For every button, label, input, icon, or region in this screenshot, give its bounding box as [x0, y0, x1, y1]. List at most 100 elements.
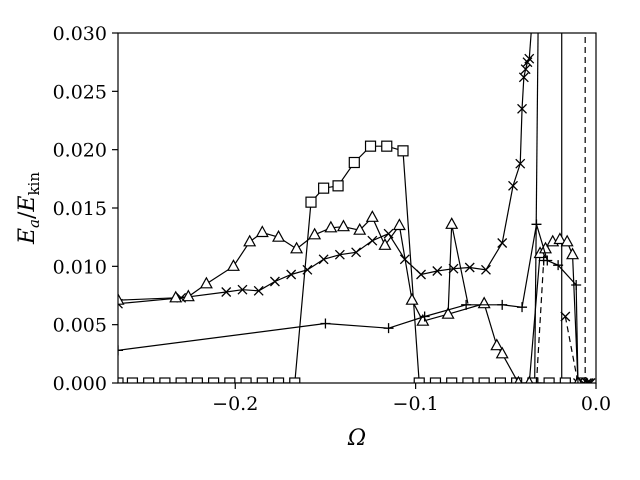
series-x-point	[269, 276, 280, 287]
series-x-tail-point	[585, 378, 596, 383]
series-plus-point	[383, 323, 394, 334]
series-square-point	[159, 377, 171, 383]
series-square-line	[118, 145, 582, 383]
y-label-sub-kin: kin	[25, 172, 43, 196]
series-x-extra-line	[528, 33, 532, 59]
series-square-point	[318, 182, 330, 194]
series-square-point	[462, 377, 474, 383]
series-triangle-point	[416, 313, 430, 326]
series-triangle	[118, 210, 582, 383]
series-x-point	[302, 264, 313, 275]
y-tick-label: 0.005	[53, 315, 107, 337]
series-plus	[118, 219, 582, 383]
y-label-main: E	[15, 228, 40, 245]
series-square-point	[191, 377, 203, 383]
series-x-tail-point	[583, 378, 594, 383]
series-square-point	[143, 377, 155, 383]
series-x-point	[481, 264, 491, 275]
series-x-point	[318, 254, 329, 265]
series-triangle-point	[566, 247, 580, 260]
series-x-point	[351, 247, 362, 258]
series-square-extra-line	[534, 33, 539, 383]
series-x-point	[517, 103, 528, 114]
y-axis-label: Ea/Ekin	[15, 172, 43, 245]
series-x-point	[497, 238, 508, 248]
series-triangle-point	[392, 218, 406, 231]
series-square-point	[446, 377, 458, 383]
y-label-main2: E	[15, 196, 40, 213]
series-triangle-point	[118, 292, 125, 305]
series-square-point	[272, 377, 285, 383]
y-tick-label: 0.015	[53, 198, 107, 220]
y-label-sub-a: a	[25, 219, 43, 228]
series-square-point	[478, 377, 490, 383]
series-plus-point	[531, 219, 542, 230]
y-axis: 0.000 0.005 0.010 0.015 0.020 0.025 0.030	[53, 23, 118, 395]
series-square-point	[494, 377, 506, 383]
series-plus-point	[517, 302, 528, 313]
series-square-point	[332, 180, 344, 192]
series-triangle-point	[181, 289, 195, 302]
series-square-point	[256, 377, 268, 383]
series-plus-tail-point	[531, 378, 542, 383]
series-triangle-point	[445, 217, 459, 229]
series-plus-point	[461, 299, 472, 310]
series-square-point	[429, 377, 442, 383]
x-tick-label: −0.1	[393, 393, 439, 415]
series-x-point	[518, 72, 529, 83]
series-triangle-point	[272, 229, 286, 242]
series-square-point	[559, 377, 571, 383]
series-square	[118, 33, 588, 383]
series-plus-point	[553, 260, 564, 271]
y-tick-label: 0.020	[53, 140, 107, 162]
series-x-point	[416, 269, 426, 280]
series-square-point	[208, 377, 220, 383]
series-x-point	[432, 266, 443, 276]
series-plus-point	[419, 311, 430, 322]
series-triangle-point	[324, 220, 338, 233]
y-tick-label: 0.025	[53, 81, 107, 103]
x-axis: −0.2 −0.1 0.0	[212, 383, 611, 415]
series-square-point	[118, 377, 124, 383]
series-plus-point	[320, 318, 331, 329]
series-plus-extra-line	[575, 284, 579, 383]
series-square-point	[381, 140, 393, 152]
series-plus-point	[497, 299, 508, 310]
series-triangle-point	[169, 290, 183, 303]
series-x-point	[253, 285, 264, 296]
series-x-tail-point	[560, 311, 571, 322]
series-triangle-point	[226, 259, 240, 271]
series-triangle-point	[525, 375, 534, 383]
plot-background	[118, 33, 596, 383]
series-triangle-point	[553, 232, 567, 245]
x-tick-label: −0.2	[212, 393, 258, 415]
series-square-point	[175, 377, 187, 383]
x-axis-label: Ω	[347, 426, 366, 451]
series-plus-point	[118, 345, 123, 356]
series-plus-tail-line	[535, 260, 545, 383]
series-square-point	[289, 377, 301, 383]
series-triangle-point	[378, 238, 392, 250]
series-triangle-point	[336, 219, 350, 232]
series-triangle-point	[560, 234, 574, 247]
series-triangle-point	[255, 225, 269, 238]
series-triangle-point	[353, 222, 367, 235]
y-tick-label: 0.010	[53, 256, 107, 278]
series-triangle-point	[495, 346, 509, 359]
series-triangle-point	[243, 234, 257, 247]
series-square-point	[126, 377, 139, 383]
series-square-point	[224, 377, 236, 383]
series-x-point	[367, 235, 378, 246]
y-tick-label: 0.030	[53, 23, 107, 45]
y-label-sep: /	[15, 211, 40, 219]
series-x-tail-point	[582, 378, 592, 383]
series-triangle-point	[441, 306, 455, 319]
series-x-point	[221, 287, 232, 297]
series-square-point	[364, 140, 377, 152]
series-x-point	[286, 269, 297, 280]
series-x-point	[508, 180, 518, 191]
series-triangle-point	[405, 292, 419, 305]
series-triangle-point	[290, 241, 304, 254]
series-square-point	[305, 196, 317, 208]
